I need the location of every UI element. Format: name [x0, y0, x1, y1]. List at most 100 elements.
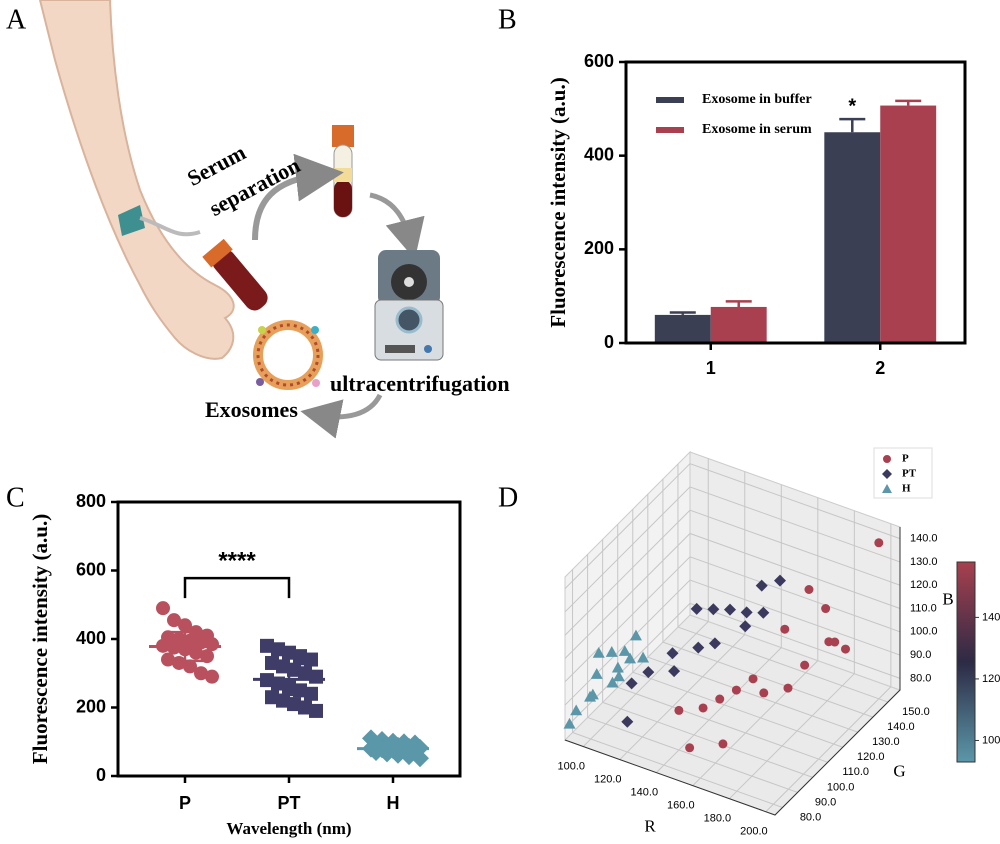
- bar: [654, 314, 711, 343]
- grid-line: [647, 494, 858, 733]
- data-point: [830, 637, 840, 647]
- panel-label: B: [498, 4, 517, 35]
- legend-label: H: [902, 483, 911, 495]
- exosome: [253, 320, 323, 390]
- x-tick-label: 120.0: [594, 773, 622, 785]
- data-point: [642, 666, 655, 679]
- legend-swatch: [882, 469, 892, 479]
- arm: [38, 0, 235, 360]
- x-axis-label: R: [644, 816, 656, 835]
- data-point: [804, 584, 814, 594]
- data-point: [821, 604, 831, 614]
- grid-line: [572, 569, 783, 808]
- z-tick-label: 120.0: [910, 579, 938, 591]
- grid-line: [587, 554, 798, 793]
- grid-line: [564, 579, 901, 706]
- legend-label: P: [902, 453, 909, 465]
- y-tick-label: 200: [76, 696, 106, 716]
- panel-label: C: [6, 482, 25, 513]
- colorbar-tick-label: 120: [982, 673, 1000, 685]
- grid-line: [619, 471, 746, 760]
- y-tick-label: 150.0: [902, 706, 930, 718]
- z-tick-label: 130.0: [910, 556, 938, 568]
- data-point: [748, 674, 758, 684]
- data-point: [625, 677, 638, 690]
- grid-line: [564, 602, 901, 729]
- data-point: [606, 676, 619, 688]
- bar: [880, 105, 937, 344]
- data-point: [183, 659, 197, 674]
- grid-line: [765, 523, 892, 813]
- tubing: [139, 216, 201, 237]
- illustration: A Serum separation ultracentrifugation E…: [6, 0, 510, 439]
- y-tick-label: 800: [76, 491, 106, 511]
- data-point: [167, 613, 181, 628]
- significance: *: [848, 95, 856, 117]
- data-point: [757, 606, 770, 619]
- x-axis-label: Wavelength (nm): [226, 819, 351, 838]
- y-tick-label: 130.0: [872, 736, 900, 748]
- panel-label: D: [498, 482, 518, 513]
- x-tick-label: H: [387, 793, 400, 813]
- blood-tube: [202, 238, 268, 311]
- grid-line: [728, 510, 855, 800]
- bar: [710, 306, 767, 343]
- data-point: [739, 620, 752, 633]
- data-point: [260, 638, 274, 653]
- data-point: [287, 697, 301, 712]
- y-axis-label: Fluorescence intensity (a.u.): [546, 77, 570, 327]
- y-tick-label: 80.0: [800, 811, 821, 823]
- data-point: [304, 652, 318, 667]
- panel-label: A: [6, 4, 27, 35]
- grid-line: [632, 509, 843, 748]
- colorbar-tick-label: 140: [982, 611, 1000, 623]
- data-point: [666, 647, 679, 660]
- data-point: [161, 652, 175, 667]
- data-point: [718, 739, 728, 749]
- grid-line: [662, 479, 874, 718]
- legend-label: Exosome in buffer: [702, 92, 812, 107]
- grid-line: [564, 463, 901, 589]
- data-point: [298, 700, 312, 715]
- data-point: [276, 693, 290, 708]
- data-point: [612, 670, 625, 682]
- butterfly-needle: [118, 205, 145, 236]
- data-point: [731, 685, 741, 695]
- data-point: [298, 666, 312, 681]
- data-point: [621, 715, 634, 728]
- data-point: [685, 743, 695, 753]
- plot-frame: [624, 60, 967, 345]
- y-tick-label: 600: [584, 51, 614, 71]
- y-tick-label: 400: [76, 628, 106, 648]
- sd-bar: [271, 662, 307, 697]
- data-point: [205, 637, 219, 652]
- y-tick-label: 200: [584, 238, 614, 258]
- data-point: [618, 645, 631, 656]
- data-point: [411, 749, 429, 768]
- significance: ****: [218, 548, 256, 575]
- y-tick-label: 600: [76, 559, 106, 579]
- x-tick-label: 2: [875, 358, 885, 378]
- axis-line: [564, 527, 901, 816]
- grid-line: [582, 458, 709, 747]
- data-point: [172, 655, 186, 670]
- data-point: [874, 538, 884, 548]
- data-point: [189, 645, 203, 660]
- data-point: [715, 694, 725, 704]
- data-point: [605, 646, 618, 657]
- y-axis-label: G: [893, 761, 905, 780]
- y-tick-label: 400: [584, 144, 614, 164]
- z-tick-label: 90.0: [910, 649, 931, 661]
- data-point: [205, 669, 219, 684]
- legend-label: PT: [902, 468, 917, 480]
- data-point: [690, 602, 703, 615]
- significance-bracket: [183, 576, 291, 599]
- data-point: [773, 574, 786, 587]
- x-tick-label: 200.0: [740, 826, 768, 838]
- sd-bar: [167, 630, 203, 663]
- data-point: [698, 703, 708, 713]
- data-point: [841, 644, 851, 654]
- grid-line: [564, 509, 901, 636]
- plot-frame: [116, 500, 462, 778]
- step-label: ultracentrifugation: [330, 371, 510, 396]
